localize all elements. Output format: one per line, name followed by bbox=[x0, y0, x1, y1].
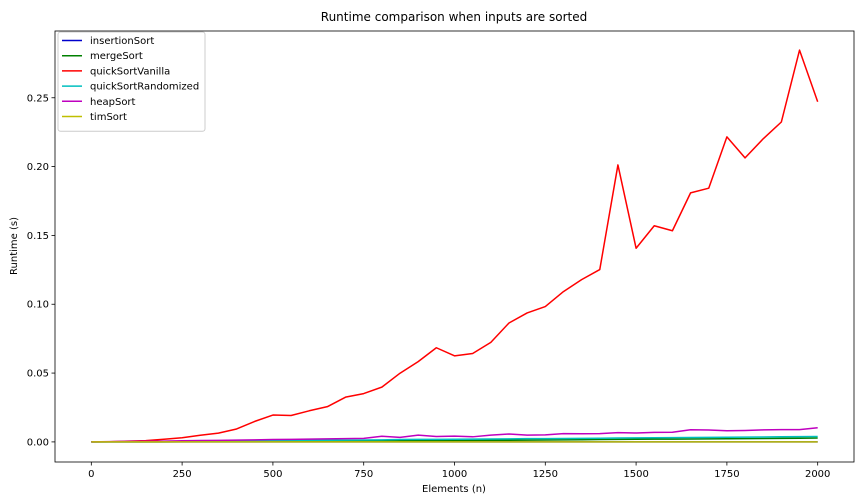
series-line-quickSortVanilla bbox=[91, 49, 819, 443]
legend-label-quickSortVanilla: quickSortVanilla bbox=[90, 66, 170, 77]
axes: 0 250 500 750 1000 1250 1500 1750 2000 0.00 0.05 0.… bbox=[27, 30, 855, 480]
legend-label-quickSortRandomized: quickSortRandomized bbox=[90, 82, 199, 93]
chart-title: Runtime comparison when inputs are sorte… bbox=[321, 10, 587, 24]
legend-box bbox=[57, 31, 206, 132]
y-tick-label: 0.05 bbox=[27, 369, 49, 380]
legend-label-insertionSort: insertionSort bbox=[90, 36, 154, 47]
legend-label-mergeSort: mergeSort bbox=[90, 51, 143, 62]
x-tick-label: 250 bbox=[173, 469, 192, 480]
legend-label-timSort: timSort bbox=[90, 112, 127, 123]
y-tick-label: 0.00 bbox=[27, 437, 49, 448]
x-tick-label: 1750 bbox=[714, 469, 739, 480]
x-axis-label: Elements (n) bbox=[422, 484, 486, 495]
x-tick-label: 1000 bbox=[442, 469, 467, 480]
x-tick-label: 0 bbox=[88, 469, 94, 480]
series-lines bbox=[91, 49, 819, 443]
y-tick-label: 0.20 bbox=[27, 162, 49, 173]
legend-label-heapSort: heapSort bbox=[90, 97, 136, 108]
x-tick-label: 1250 bbox=[533, 469, 558, 480]
legend: insertionSort mergeSort quickSortVanilla qu… bbox=[57, 31, 206, 132]
x-tick-label: 500 bbox=[263, 469, 282, 480]
x-tick-label: 1500 bbox=[623, 469, 648, 480]
x-tick-label: 2000 bbox=[805, 469, 830, 480]
y-tick-label: 0.25 bbox=[27, 93, 49, 104]
y-tick-label: 0.15 bbox=[27, 231, 49, 242]
series-line-heapSort bbox=[91, 426, 818, 443]
y-axis-label: Runtime (s) bbox=[9, 217, 20, 275]
y-tick-label: 0.10 bbox=[27, 300, 49, 311]
x-tick-label: 750 bbox=[354, 469, 373, 480]
